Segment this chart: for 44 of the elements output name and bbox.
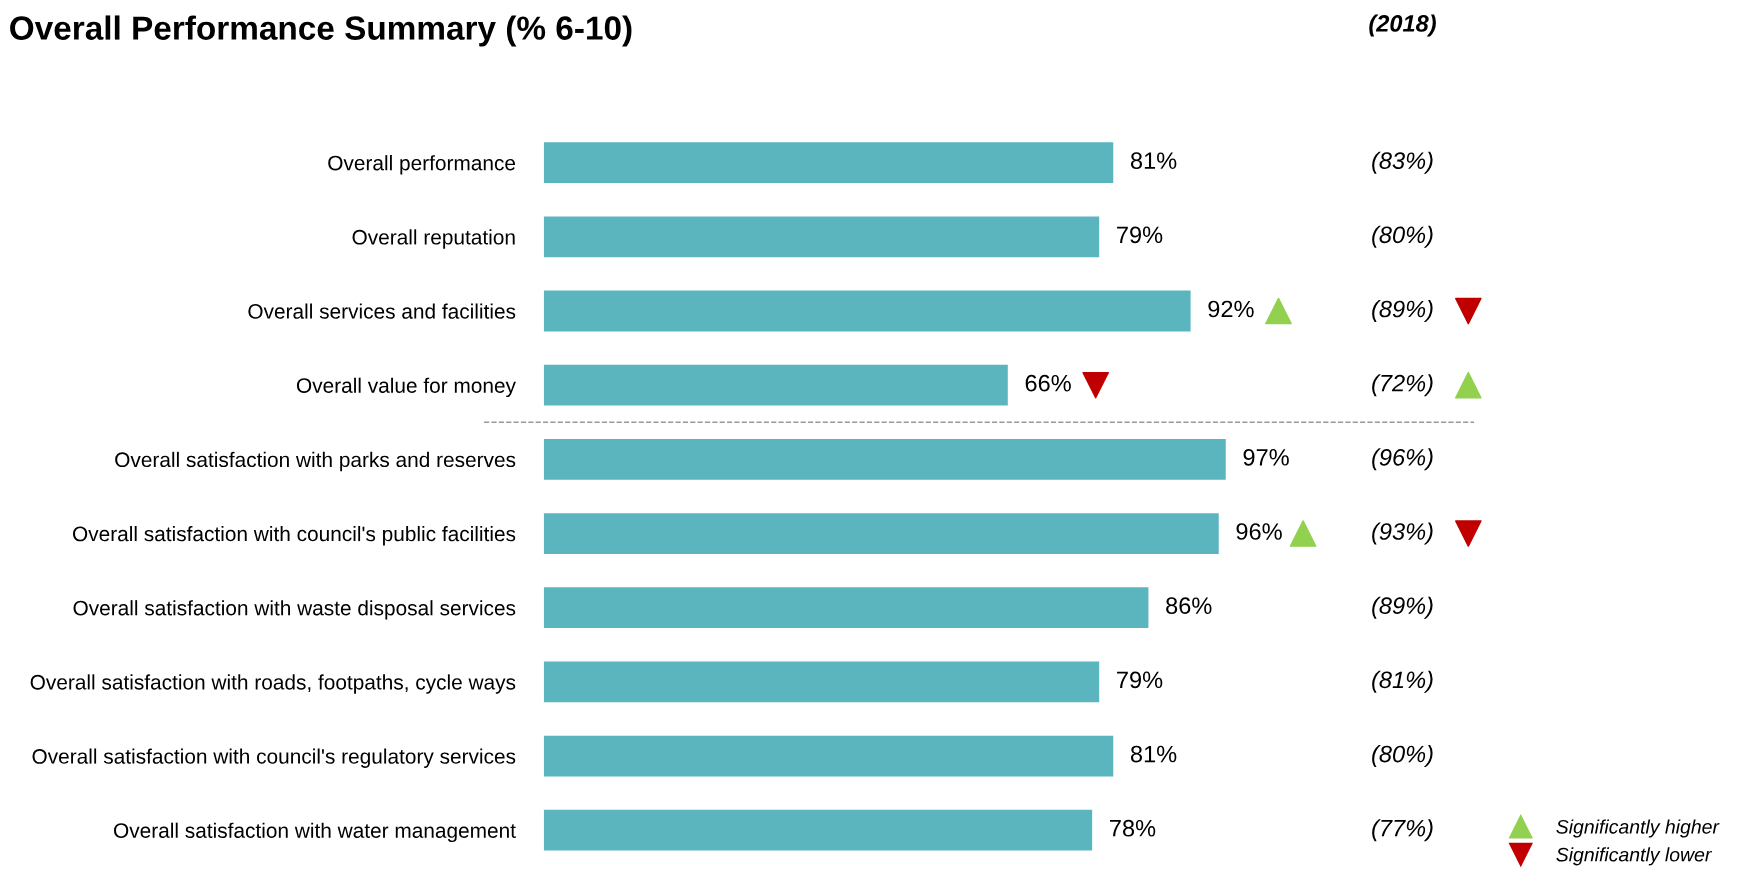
bar — [543, 661, 1100, 703]
bar — [543, 513, 1219, 554]
bar — [543, 364, 1008, 406]
legend-label: Significantly lower — [1556, 847, 1713, 866]
annotation: (81%) — [1372, 670, 1433, 693]
legend-label: Significantly higher — [1556, 819, 1720, 838]
annotation: (83%) — [1372, 151, 1433, 174]
annotation: (72%) — [1372, 374, 1433, 397]
bar — [543, 290, 1191, 332]
bar — [543, 438, 1226, 480]
y-tick-label: Overall satisfaction with water management — [114, 822, 516, 843]
data-label: 81% — [1130, 152, 1177, 170]
data-label: 96% — [1236, 523, 1282, 540]
annotation: (80%) — [1372, 745, 1433, 768]
text: (2018) — [1369, 14, 1436, 37]
annotation: (93%) — [1372, 522, 1433, 545]
y-tick-label: Overall services and facilities — [248, 303, 516, 319]
data-label: 66% — [1025, 374, 1071, 392]
bar — [543, 735, 1114, 777]
annotation: (80%) — [1372, 225, 1433, 248]
data-label: 97% — [1243, 448, 1289, 466]
y-tick-label: Overall satisfaction with roads, footpaths, cycle ways — [30, 674, 516, 694]
annotation: (89%) — [1372, 300, 1433, 323]
data-label: 86% — [1166, 597, 1212, 615]
y-tick-label: Overall performance — [328, 155, 516, 175]
bar — [543, 216, 1100, 258]
data-label: 92% — [1208, 300, 1254, 318]
chart-title: Overall Performance Summary (% 6-10) — [10, 15, 632, 47]
data-label: 79% — [1117, 226, 1163, 244]
bar — [543, 142, 1114, 184]
annotation: (89%) — [1372, 596, 1433, 619]
annotation: (77%) — [1372, 819, 1433, 842]
y-tick-label: Overall satisfaction with parks and reserves — [115, 451, 516, 472]
y-tick-label: Overall satisfaction with council's regulatory services — [32, 748, 516, 768]
annotation: (96%) — [1372, 448, 1433, 471]
y-tick-label: Overall satisfaction with waste disposal services — [73, 600, 516, 620]
y-tick-label: Overall reputation — [352, 229, 515, 249]
y-tick-label: Overall value for money — [296, 377, 516, 398]
bar — [543, 809, 1093, 851]
y-tick-label: Overall satisfaction with council's public facilities — [73, 525, 516, 546]
data-label: 78% — [1110, 819, 1156, 837]
data-label: 79% — [1117, 671, 1163, 689]
data-label: 81% — [1130, 745, 1177, 763]
bar — [543, 587, 1149, 629]
